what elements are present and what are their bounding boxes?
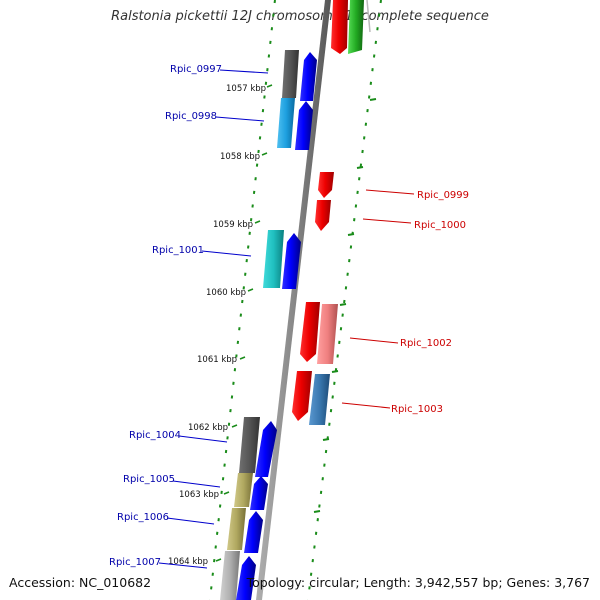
gene-arrow — [250, 476, 268, 510]
gene-label[interactable]: Rpic_0998 — [165, 111, 217, 122]
guide-dash — [339, 303, 347, 306]
gene-label[interactable]: Rpic_0997 — [170, 64, 222, 75]
gene-label[interactable]: Rpic_1007 — [109, 557, 161, 568]
cog-box — [227, 508, 246, 550]
gene-arrow — [300, 52, 317, 101]
cog-box — [239, 417, 260, 473]
tick-labels: 1057 kbp 1058 kbp 1059 kbp 1060 kbp 1061… — [168, 84, 266, 567]
guide-dash — [347, 233, 355, 236]
tick-label: 1064 kbp — [168, 557, 208, 567]
gene-arrow — [315, 200, 331, 231]
gene-label[interactable]: Rpic_1004 — [129, 430, 181, 441]
gene-arrow — [282, 233, 301, 289]
gene-labels: Rpic_0997 Rpic_0998 Rpic_0999 Rpic_1000 … — [109, 64, 469, 569]
guide-dash — [356, 166, 364, 169]
gene-label[interactable]: Rpic_1001 — [152, 245, 204, 256]
cog-box — [220, 551, 240, 600]
guide-dash — [322, 438, 330, 441]
gene-arrow — [331, 0, 348, 54]
chromosome-backbone — [256, 0, 331, 600]
gene-arrow — [255, 421, 277, 477]
tick-marks — [215, 84, 273, 562]
gene-label[interactable]: Rpic_1000 — [414, 220, 466, 231]
gene-label[interactable]: Rpic_1003 — [391, 404, 443, 415]
tick-label: 1063 kbp — [179, 490, 219, 500]
map-title: Ralstonia pickettii 12J chromosome 1, co… — [111, 9, 489, 24]
gene-arrow — [236, 556, 256, 600]
cog-box — [234, 473, 253, 507]
tick-label: 1060 kbp — [206, 288, 246, 298]
gene-label[interactable]: Rpic_1005 — [123, 474, 175, 485]
tick-label: 1057 kbp — [226, 84, 266, 94]
tick-label: 1059 kbp — [213, 220, 253, 230]
gene-arrow — [300, 302, 320, 362]
tick-label: 1061 kbp — [197, 355, 237, 365]
gene-arrow — [292, 371, 312, 421]
gene-label[interactable]: Rpic_1002 — [400, 338, 452, 349]
gene-arrow — [318, 172, 334, 198]
accession-text: Accession: NC_010682 — [9, 575, 152, 590]
guide-dash — [331, 370, 339, 373]
gene-features — [220, 0, 364, 600]
gene-arrow — [244, 511, 263, 553]
gene-label[interactable]: Rpic_1006 — [117, 512, 169, 523]
cog-box — [309, 374, 330, 425]
guide-dash — [369, 98, 377, 101]
guide-dash — [313, 510, 321, 513]
cog-box — [282, 50, 299, 98]
gene-arrow — [295, 101, 313, 150]
guide-line-gray — [366, 0, 371, 33]
cog-box — [317, 304, 338, 364]
gene-arrow — [348, 0, 364, 54]
gene-label[interactable]: Rpic_0999 — [417, 190, 469, 201]
cog-box — [277, 98, 295, 148]
topology-summary: Topology: circular; Length: 3,942,557 bp… — [246, 575, 590, 590]
guide-lines — [208, 0, 382, 600]
cog-box — [263, 230, 284, 288]
tick-label: 1058 kbp — [220, 152, 260, 162]
tick-label: 1062 kbp — [188, 423, 228, 433]
